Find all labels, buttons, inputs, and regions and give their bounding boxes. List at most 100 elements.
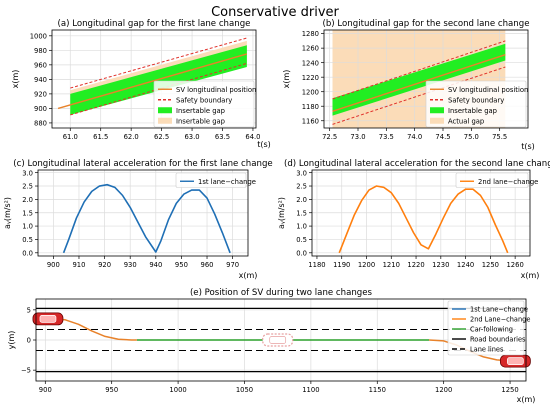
x-tick-label: 63.0 (184, 133, 199, 141)
x-axis-label: x(m) (517, 395, 536, 404)
y-tick-label: 3.0 (296, 169, 307, 177)
x-tick-label: 1180 (308, 261, 325, 269)
y-tick-label: 1280 (302, 30, 319, 38)
figure-title: Conservative driver (211, 5, 339, 20)
legend-label: SV longitudinal position (176, 86, 256, 94)
plot-frame (37, 169, 249, 257)
panel-title: (e) Position of SV during two lane chang… (190, 288, 373, 298)
legend-swatch (158, 107, 172, 114)
y-axis-label: y(m) (7, 331, 16, 350)
plot-frame (323, 29, 529, 129)
sv-longitudinal-position-line (332, 54, 506, 112)
x-axis-label: x(m) (521, 271, 540, 280)
plot-frame (51, 29, 257, 129)
series-line-1st-lane-change (50, 318, 137, 341)
y-tick-label: 880 (34, 120, 47, 128)
y-tick-label: 0.0 (296, 249, 307, 257)
x-tick-label: 1150 (369, 386, 386, 394)
x-tick-label: 1000 (169, 386, 186, 394)
panel-title: (a) Longitudinal gap for the first lane … (58, 19, 251, 29)
x-tick-label: 73.0 (350, 133, 365, 141)
x-tick-label: 1260 (506, 261, 523, 269)
x-tick-label: 1240 (457, 261, 474, 269)
legend-box (447, 300, 525, 356)
x-tick-label: 950 (105, 386, 118, 394)
safety-boundary-upper (70, 37, 248, 89)
legend-swatch (430, 117, 444, 124)
y-tick-label: 1000 (30, 32, 47, 40)
x-tick-label: 72.5 (322, 133, 337, 141)
legend-label: Insertable gap (448, 107, 497, 115)
legend-label: Insertable gap (176, 117, 225, 125)
y-tick-label: 1.5 (22, 209, 33, 217)
x-tick-label: 1190 (333, 261, 350, 269)
x-tick-label: 61.5 (93, 133, 108, 141)
x-tick-label: 900 (47, 261, 60, 269)
x-tick-label: 1050 (236, 386, 253, 394)
sv-longitudinal-position-line (57, 53, 248, 110)
y-tick-label: 2.5 (296, 183, 307, 191)
legend-label: SV longitudinal position (448, 86, 528, 94)
y-tick-label: 920 (34, 90, 47, 98)
panel-b-gap-second-lane-change: (b) Longitudinal gap for the second lane… (282, 19, 535, 151)
x-tick-label: 960 (201, 261, 214, 269)
y-tick-label: 5 (27, 306, 31, 314)
y-tick-label: 1.5 (296, 209, 307, 217)
car-roof (507, 357, 524, 365)
x-tick-label: 910 (72, 261, 85, 269)
panel-a-gap-first-lane-change: (a) Longitudinal gap for the first lane … (11, 19, 271, 149)
x-tick-label: 950 (175, 261, 188, 269)
x-tick-label: 940 (149, 261, 162, 269)
x-tick-label: 74.0 (407, 133, 422, 141)
legend-label: Actual gap (448, 117, 484, 125)
y-tick-label: 0 (27, 337, 31, 345)
legend-label: Car-following (470, 326, 513, 334)
x-tick-label: 930 (124, 261, 137, 269)
panel-title: (d) Longitudinal lateral acceleration fo… (284, 159, 550, 169)
y-axis-label: x(m) (282, 70, 291, 89)
y-tick-label: 1160 (302, 117, 319, 125)
car-roof (269, 336, 287, 344)
y-tick-label: 2.0 (296, 196, 307, 204)
legend-label: 2nd lane−change (478, 178, 538, 186)
legend-label: Safety boundary (448, 96, 504, 104)
x-tick-label: 1220 (407, 261, 424, 269)
x-tick-label: 1250 (501, 386, 518, 394)
y-tick-label: 0.5 (22, 236, 33, 244)
y-axis-label: aᵧ(m/s²) (3, 197, 12, 229)
legend-swatch (158, 117, 172, 124)
panel-title: (b) Longitudinal gap for the second lane… (323, 19, 530, 29)
x-axis-label: t(s) (257, 140, 271, 149)
x-axis-label: x(m) (239, 271, 258, 280)
y-tick-label: 1.0 (22, 223, 33, 231)
y-tick-label: 1200 (302, 88, 319, 96)
legend-label: 1st Lane−change (470, 306, 528, 314)
y-tick-label: 0.0 (22, 249, 33, 257)
safety-boundary-lower (332, 66, 506, 125)
y-tick-label: 1220 (302, 74, 319, 82)
y-tick-label: 1260 (302, 45, 319, 53)
legend-swatch (430, 107, 444, 114)
x-tick-label: 61.0 (63, 133, 78, 141)
legend-label: 2nd Lane−change (470, 316, 530, 324)
y-axis-label: x(m) (11, 70, 20, 89)
legend-label: Insertable gap (176, 107, 225, 115)
plot-frame (311, 169, 531, 257)
x-tick-label: 1250 (482, 261, 499, 269)
x-axis-label: t(s) (521, 142, 535, 151)
legend-box (425, 80, 527, 128)
y-tick-label: 2.5 (22, 183, 33, 191)
car-roof (39, 315, 57, 323)
y-tick-label: 0.5 (296, 236, 307, 244)
x-tick-label: 74.5 (435, 133, 450, 141)
y-axis-label: aᵧ(m/s²) (277, 197, 286, 229)
safety-boundary-upper (332, 40, 506, 100)
panel-title: (c) Longitudinal lateral acceleration fo… (13, 159, 272, 169)
legend-box (153, 80, 255, 128)
y-tick-label: 1180 (302, 103, 319, 111)
y-tick-label: 1.0 (296, 223, 307, 231)
x-tick-label: 1230 (432, 261, 449, 269)
x-tick-label: 62.5 (154, 133, 169, 141)
legend-label: Lane lines (470, 346, 504, 354)
